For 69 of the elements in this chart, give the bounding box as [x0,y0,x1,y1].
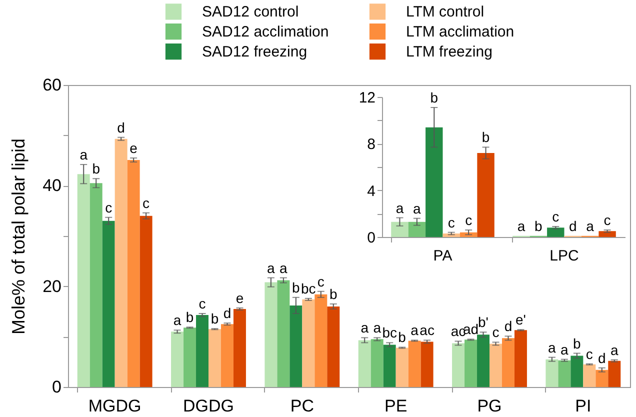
data-label: d [568,218,577,234]
data-label: ac [420,322,434,338]
data-label: b [329,286,338,302]
x-tick-label: PI [575,396,592,416]
y-tick-label: 20 [42,276,62,296]
data-label: e' [515,312,526,328]
data-label: c [586,346,593,362]
data-label: c [448,214,455,230]
data-label: a [548,339,556,356]
data-label: e [236,290,244,306]
x-tick-label: DGDG [183,396,234,416]
data-label: c [317,273,324,290]
data-label: a [396,200,404,216]
data-label: d [117,119,125,136]
x-tick-label: PA [433,248,452,264]
data-label: e [130,140,138,156]
data-label: a [413,200,422,216]
data-label: c [492,324,500,340]
y-tick-label: 4 [367,182,376,200]
data-label: b [292,279,300,296]
y-axis-title: Mole% of total polar lipid [8,138,29,335]
data-label: a [360,320,369,336]
data-label: c [105,199,112,216]
data-label: a [517,218,526,234]
data-label: c [198,296,206,312]
y-tick-label: 0 [52,378,62,396]
x-tick-label: LPC [550,248,580,264]
data-label: c [465,212,472,228]
y-tick-label: 0 [367,230,376,246]
legend-label: LTM acclimation [406,24,514,40]
data-label: b [534,218,543,234]
data-label: a [80,146,88,163]
x-tick-label: MGDG [88,396,142,416]
data-label: b [573,335,582,352]
data-label: b [398,329,406,346]
data-label: b' [478,314,488,330]
data-label: a [586,218,594,234]
legend-label: SAD12 freezing [202,44,308,60]
data-label: d [223,305,232,322]
legend-label: SAD12 control [202,4,299,21]
data-label: a [267,260,276,276]
data-label: a [173,312,182,328]
data-label: b [482,129,490,146]
data-label: a [560,341,569,358]
data-label: b [430,90,438,106]
data-label: bc [301,280,316,296]
y-tick-label: 8 [367,136,376,154]
x-tick-label: PC [290,396,314,416]
data-label: a [410,322,419,338]
y-tick-label: 12 [358,90,376,106]
data-label: a [610,342,618,358]
data-label: c [552,208,560,224]
y-tick-label: 40 [42,176,62,196]
data-label: bc [382,324,397,341]
data-label: d [504,318,512,334]
data-label: a [373,320,382,336]
data-label: c [604,212,611,228]
data-label: d [598,350,606,366]
data-label: b [92,160,100,177]
legend-label: SAD12 acclimation [202,24,329,40]
data-label: b [186,309,194,326]
data-label: a [280,260,288,276]
x-tick-label: PE [384,396,408,416]
legend-label: LTM control [406,4,484,21]
data-label: c [142,194,150,211]
legend-label: LTM freezing [406,44,492,60]
y-tick-label: 60 [42,76,62,94]
data-label: b [210,310,219,327]
x-tick-label: PG [477,396,502,416]
